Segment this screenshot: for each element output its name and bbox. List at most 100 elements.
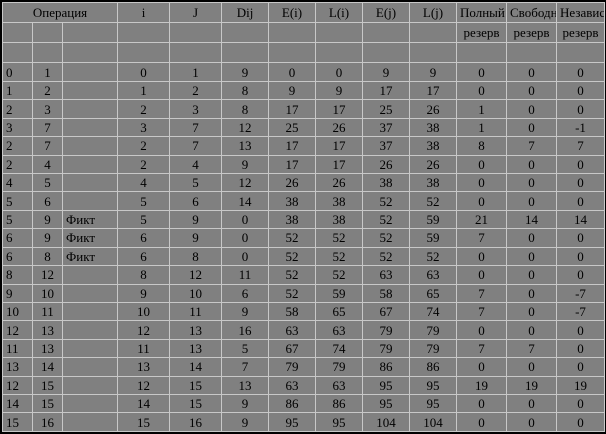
cell-i: 2: [117, 136, 171, 156]
header-j: J: [169, 2, 223, 23]
cell-op-j: 1: [32, 62, 63, 82]
cell-j: 8: [169, 246, 223, 267]
cell-ei: 63: [268, 320, 317, 340]
cell-independent-reserve: 0: [556, 228, 606, 248]
cell-ei: 58: [268, 301, 317, 322]
cell-ej: 52: [362, 246, 411, 267]
cell-lj: 63: [409, 265, 458, 285]
cell-free-reserve: 0: [506, 80, 558, 101]
cell-dij: 8: [221, 80, 270, 101]
header-pad-ei: [268, 22, 317, 43]
cell-li: 17: [315, 136, 364, 156]
spacer-cell: [506, 41, 558, 64]
header-row-primary: Операция i J Dij E(i) L(i) E(j) L(j) Пол…: [1, 2, 606, 23]
header-ei: E(i): [268, 2, 317, 23]
header-pad-i: [117, 22, 171, 43]
cell-ej: 86: [362, 357, 411, 377]
cell-op-i: 9: [2, 283, 33, 303]
cell-independent-reserve: 0: [556, 99, 606, 119]
cell-ej: 79: [362, 320, 411, 340]
cell-ej: 79: [362, 338, 411, 359]
cell-independent-reserve: 0: [556, 412, 606, 432]
cell-independent-reserve: 0: [556, 172, 606, 193]
cell-full-reserve: 0: [456, 357, 508, 377]
cell-op-j: 14: [32, 357, 63, 377]
cell-dij: 11: [221, 265, 270, 285]
table-row: 12 13 12 13 16 63 63 79 79 0 0 0: [2, 320, 606, 340]
cell-free-reserve: 0: [506, 283, 558, 303]
cell-free-reserve: 0: [506, 412, 558, 432]
table-row: 14 15 14 15 9 86 86 95 95 0 0 0: [2, 394, 606, 414]
cell-full-reserve: 0: [456, 80, 508, 101]
table-row: 11 13 11 13 5 67 74 79 79 7 7 0: [2, 338, 606, 359]
table-row: 2 3 2 3 8 17 17 25 26 1 0 0: [2, 99, 606, 119]
cell-i: 2: [117, 99, 171, 119]
cell-ei: 86: [268, 394, 317, 414]
cell-i: 5: [117, 191, 171, 211]
cell-free-reserve: 0: [506, 172, 558, 193]
cell-lj: 38: [409, 117, 458, 138]
cell-op-note: [61, 283, 119, 303]
cell-ej: 52: [362, 228, 411, 248]
cell-li: 86: [315, 394, 364, 414]
cell-j: 15: [169, 394, 223, 414]
cell-full-reserve: 0: [456, 154, 508, 175]
cell-independent-reserve: 0: [556, 357, 606, 377]
cell-independent-reserve: 0: [556, 62, 606, 82]
cell-ej: 38: [362, 172, 411, 193]
cell-free-reserve: 0: [506, 154, 558, 175]
spacer-cell: [268, 41, 317, 64]
table-row: 13 14 13 14 7 79 79 86 86 0 0 0: [2, 357, 606, 377]
cell-lj: 26: [409, 154, 458, 175]
cell-full-reserve: 0: [456, 62, 508, 82]
table-row: 5 9 Фикт 5 9 0 38 38 52 59 21 14 14: [2, 209, 606, 230]
cell-i: 11: [117, 338, 171, 359]
cell-op-note: [61, 357, 119, 377]
cell-li: 38: [315, 191, 364, 211]
cell-op-note: [61, 117, 119, 138]
cell-full-reserve: 0: [456, 265, 508, 285]
cell-independent-reserve: 0: [556, 246, 606, 267]
header-ej: E(j): [362, 2, 411, 23]
cell-op-j: 8: [32, 246, 63, 267]
cell-op-j: 16: [32, 412, 63, 432]
cell-dij: 9: [221, 62, 270, 82]
cell-full-reserve: 0: [456, 394, 508, 414]
cell-full-reserve: 7: [456, 228, 508, 248]
cell-op-j: 6: [32, 191, 63, 211]
header-independent-reserve-line1: Независимый: [556, 2, 606, 23]
cell-independent-reserve: 0: [556, 191, 606, 211]
cell-li: 63: [315, 320, 364, 340]
cell-lj: 17: [409, 80, 458, 101]
cell-op-note: [61, 265, 119, 285]
cell-li: 59: [315, 283, 364, 303]
cell-op-j: 13: [32, 320, 63, 340]
header-i: i: [117, 2, 171, 23]
header-lj: L(j): [409, 2, 458, 23]
cell-li: 38: [315, 209, 364, 230]
header-pad-j: [169, 22, 223, 43]
cell-j: 14: [169, 357, 223, 377]
cell-op-i: 10: [2, 301, 33, 322]
cell-j: 11: [169, 301, 223, 322]
cell-i: 14: [117, 394, 171, 414]
cell-free-reserve: 7: [506, 136, 558, 156]
cell-independent-reserve: -1: [556, 117, 606, 138]
table-row: 3 7 3 7 12 25 26 37 38 1 0 -1: [2, 117, 606, 138]
cell-dij: 12: [221, 117, 270, 138]
cell-independent-reserve: -7: [556, 283, 606, 303]
cell-free-reserve: 0: [506, 191, 558, 211]
cell-free-reserve: 19: [506, 375, 558, 396]
cell-full-reserve: 1: [456, 99, 508, 119]
table-row: 5 6 5 6 14 38 38 52 52 0 0 0: [2, 191, 606, 211]
table-row: 8 12 8 12 11 52 52 63 63 0 0 0: [2, 265, 606, 285]
cell-j: 12: [169, 265, 223, 285]
header-pad-opi: [2, 22, 33, 43]
header-dij: Dij: [221, 2, 270, 23]
cell-op-j: 2: [32, 80, 63, 101]
table-row: 10 11 10 11 9 58 65 67 74 7 0 -7: [2, 301, 606, 322]
cell-ei: 52: [268, 265, 317, 285]
cell-op-i: 15: [2, 412, 33, 432]
spacer-cell: [32, 41, 63, 64]
